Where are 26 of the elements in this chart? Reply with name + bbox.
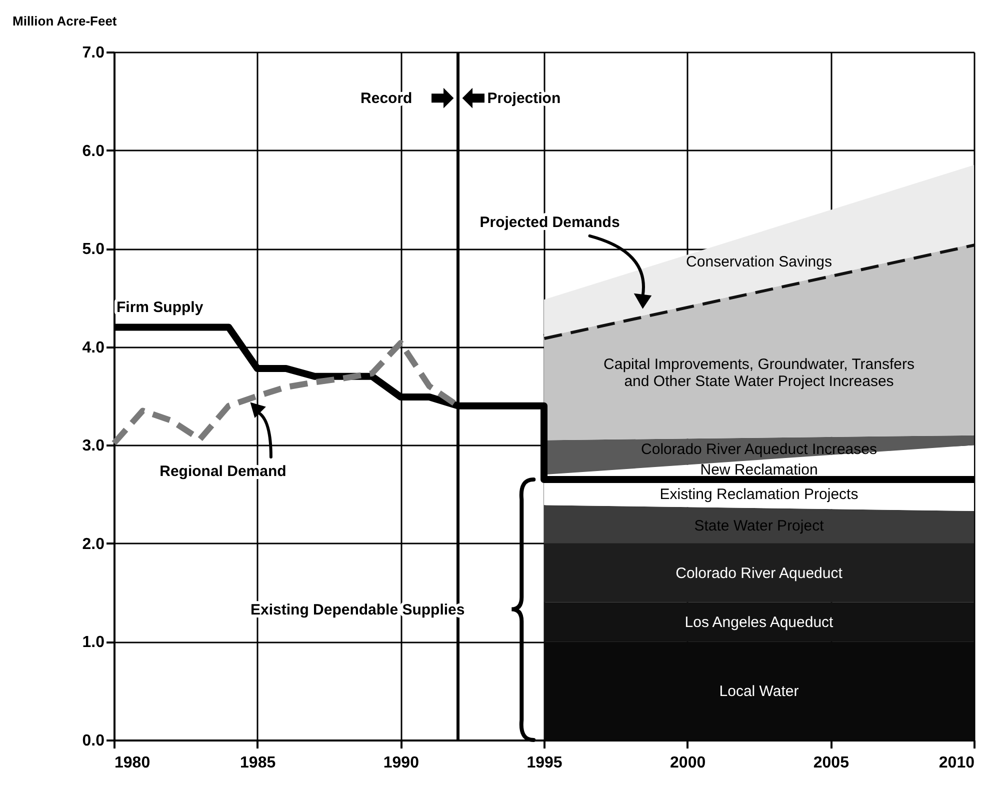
y-tick-label: 4.0	[82, 339, 105, 356]
series-label: Local Water	[719, 682, 799, 700]
y-tick-label: 2.0	[82, 536, 105, 553]
annotation: Firm Supply	[116, 299, 204, 316]
series-label: Colorado River Aqueduct	[676, 564, 844, 582]
series-label: Existing Reclamation Projects	[660, 486, 858, 503]
x-tick-label: 1995	[526, 754, 562, 772]
y-tick-label: 5.0	[82, 241, 105, 258]
x-tick-label: 2000	[670, 754, 706, 772]
y-tick-label: 7.0	[82, 44, 105, 62]
x-tick-label: 2005	[813, 754, 850, 772]
series-label: New Reclamation	[700, 462, 818, 479]
y-axis-title: Million Acre-Feet	[12, 14, 118, 28]
x-tick-label: 1990	[383, 754, 420, 772]
series-label: State Water Project	[694, 518, 825, 535]
y-tick-label: 0.0	[82, 732, 105, 750]
series-label: Colorado River Aqueduct Increases	[641, 440, 877, 458]
y-tick-label: 3.0	[82, 438, 105, 455]
y-tick-label: 1.0	[82, 634, 105, 652]
x-tick-label: 1985	[240, 754, 276, 772]
series-label: Capital Improvements, Groundwater, Transfers and Other State Water Project Increases	[604, 356, 914, 390]
x-tick-label: 2010	[938, 754, 975, 772]
y-tick-label: 6.0	[82, 142, 105, 160]
series-label: Los Angeles Aqueduct	[684, 614, 834, 632]
series-label: Conservation Savings	[686, 253, 832, 270]
x-tick-label: 1980	[114, 754, 150, 772]
